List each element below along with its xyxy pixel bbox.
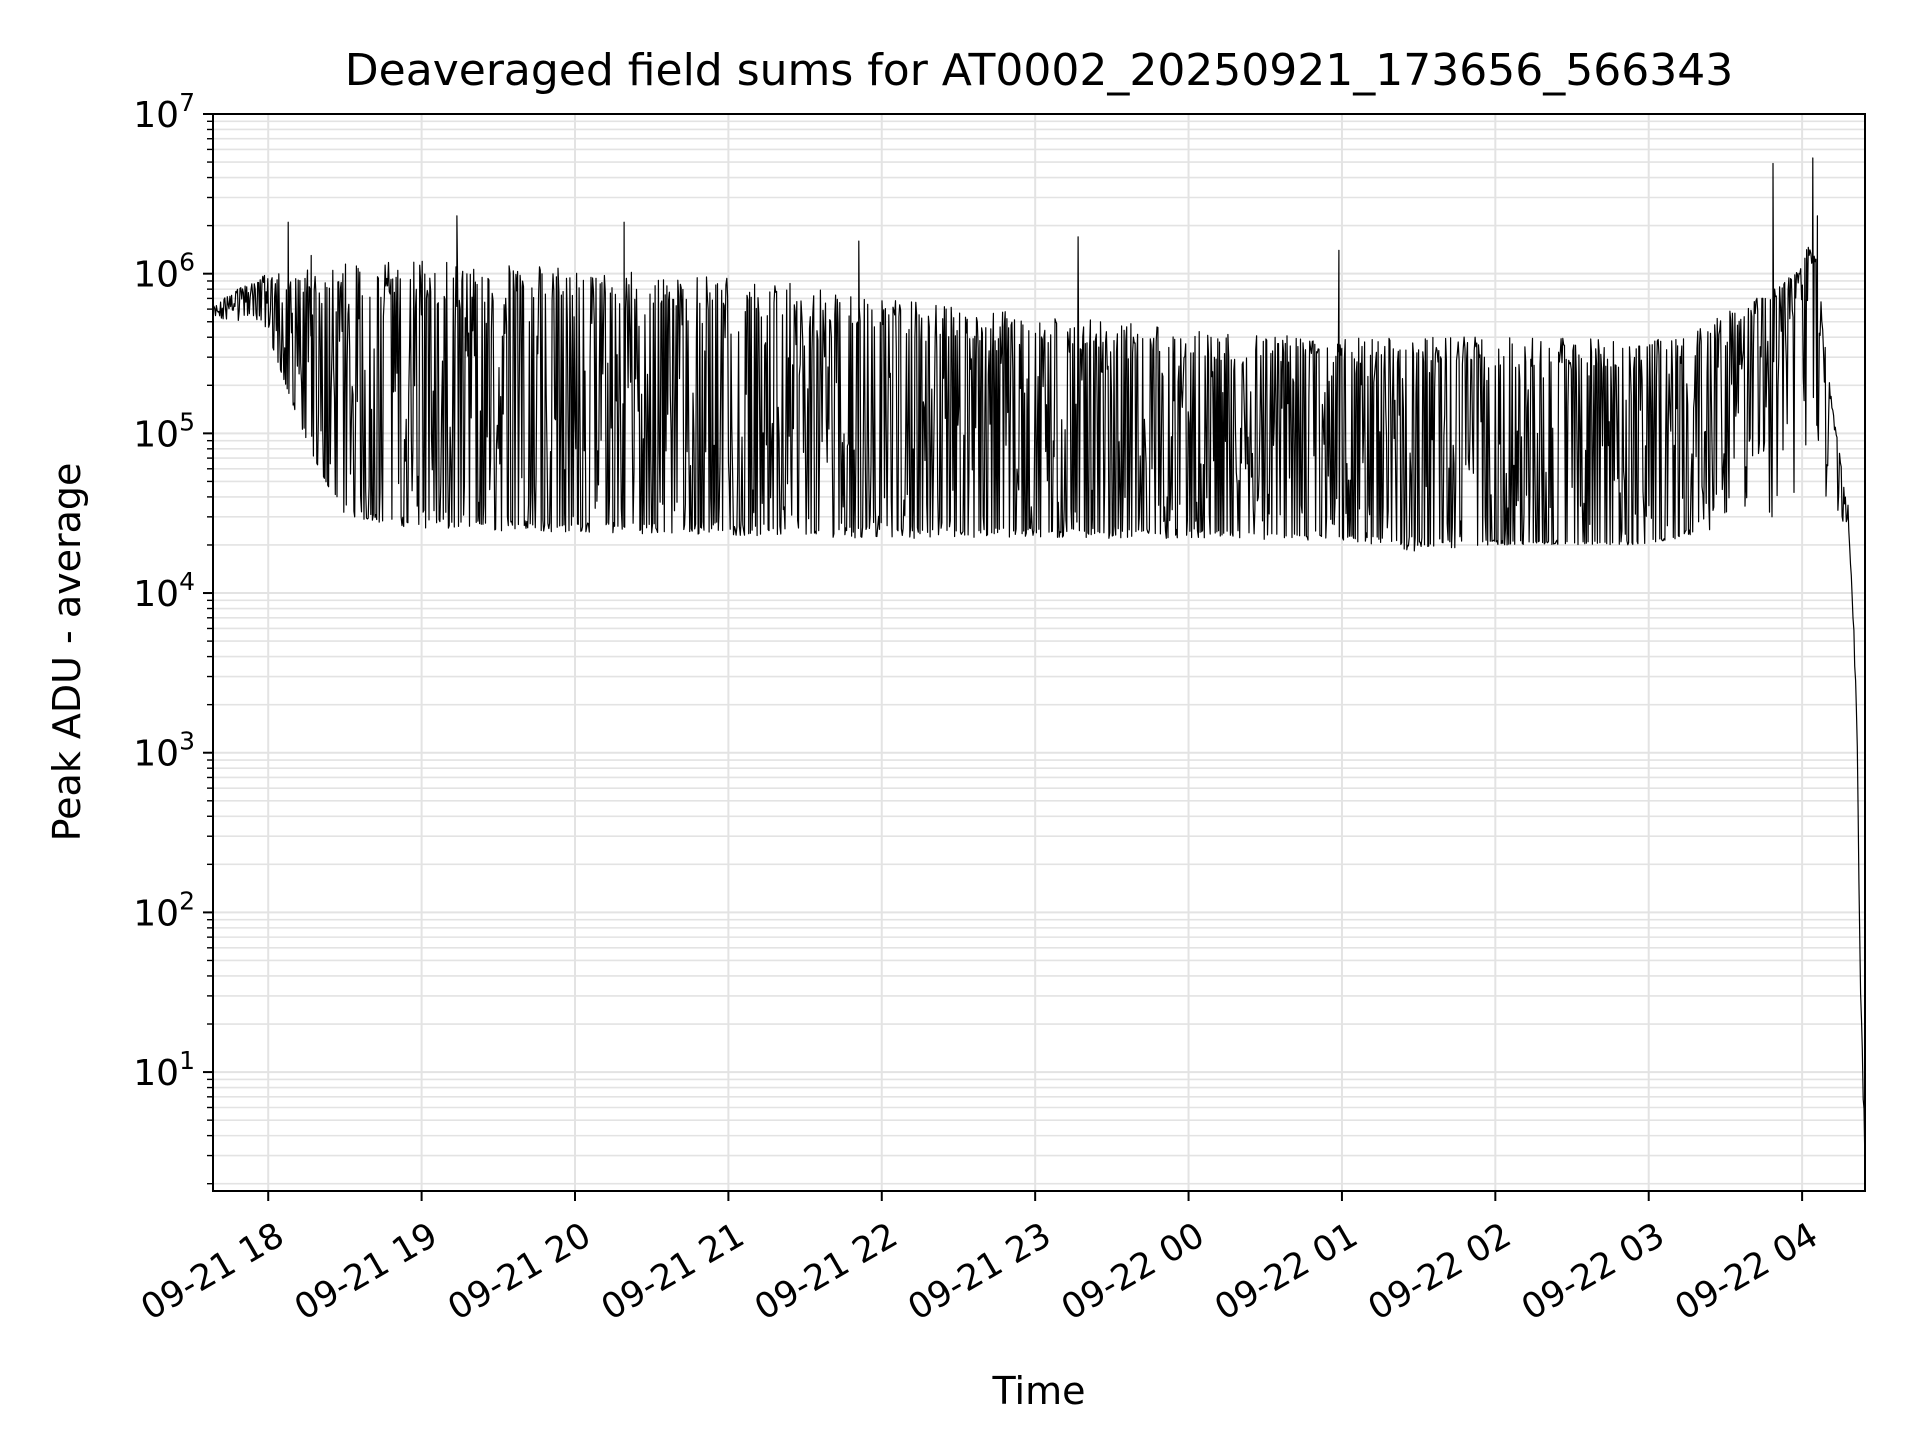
- x-tick-label: 09-21 23: [902, 1215, 1058, 1328]
- chart-title: Deaveraged field sums for AT0002_2025092…: [345, 45, 1733, 96]
- x-tick-label: 09-21 18: [135, 1215, 291, 1328]
- y-tick-label: 101: [133, 1046, 195, 1094]
- x-tick-label: 09-21 22: [748, 1215, 904, 1328]
- x-tick-label: 09-21 20: [441, 1215, 597, 1328]
- x-tick-label: 09-21 19: [288, 1215, 444, 1328]
- x-tick-label: 09-22 02: [1362, 1215, 1518, 1328]
- series-layer: [212, 157, 1866, 1157]
- plot-frame: [212, 113, 1866, 1192]
- x-tick-label: 09-22 01: [1208, 1215, 1364, 1328]
- x-tick-label: 09-22 04: [1669, 1215, 1825, 1328]
- y-axis-label: Peak ADU - average: [45, 463, 89, 842]
- series-line: [212, 157, 1866, 1157]
- grid: [213, 113, 1865, 1191]
- y-tick-label: 105: [133, 407, 195, 455]
- y-tick-label: 107: [133, 88, 195, 136]
- y-tick-label: 103: [133, 727, 195, 775]
- y-tick-label: 104: [133, 567, 195, 615]
- x-tick-label: 09-22 03: [1515, 1215, 1671, 1328]
- x-axis-label: Time: [992, 1369, 1086, 1413]
- x-tick-label: 09-21 21: [595, 1215, 751, 1328]
- x-tick-label: 09-22 00: [1055, 1215, 1211, 1328]
- y-axis: 101 102 103 104 105 106 107: [133, 88, 213, 1185]
- y-tick-label: 106: [133, 248, 195, 296]
- y-tick-label: 102: [133, 886, 195, 934]
